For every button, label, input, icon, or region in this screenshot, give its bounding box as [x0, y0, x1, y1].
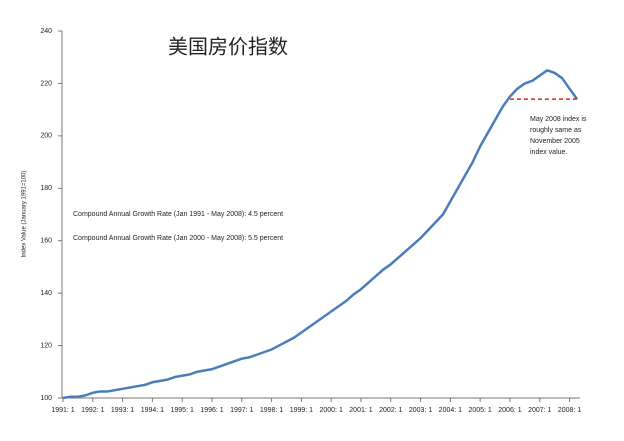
annotation: Compound Annual Growth Rate (Jan 2000 - …	[73, 235, 283, 242]
x-tick-label: 1992: 1	[81, 407, 104, 414]
y-tick-label: 120	[40, 342, 52, 349]
x-tick-label: 2003: 1	[409, 407, 432, 414]
y-tick-label: 200	[40, 133, 52, 140]
note-text: November 2005	[530, 138, 580, 145]
data-line	[62, 69, 579, 400]
y-tick-label: 160	[40, 238, 52, 245]
chart-title: 美国房价指数	[168, 35, 288, 58]
x-tick-label: 1996: 1	[200, 407, 223, 414]
x-tick-label: 2004: 1	[439, 407, 462, 414]
x-tick-label: 2008: 1	[558, 407, 581, 414]
x-tick-label: 1999: 1	[290, 407, 313, 414]
x-tick-label: 2006: 1	[498, 407, 521, 414]
x-tick-label: 2001: 1	[349, 407, 372, 414]
note-text: May 2008 index is	[530, 116, 587, 123]
x-tick-label: 1998: 1	[260, 407, 283, 414]
y-tick-label: 140	[40, 290, 52, 297]
y-tick-label: 100	[40, 395, 52, 402]
note-text: roughly same as	[530, 127, 582, 134]
y-tick-label: 180	[40, 185, 52, 192]
x-tick-label: 1994: 1	[141, 407, 164, 414]
x-tick-label: 2005: 1	[468, 407, 491, 414]
x-tick-label: 1993: 1	[111, 407, 134, 414]
y-tick-label: 220	[40, 80, 52, 87]
y-tick-label: 240	[40, 28, 52, 35]
x-tick-label: 1997: 1	[230, 407, 253, 414]
annotation: Compound Annual Growth Rate (Jan 1991 - …	[73, 211, 283, 218]
x-tick-label: 2000: 1	[319, 407, 342, 414]
y-axis-label: Index Value (January 1991=100)	[22, 171, 28, 258]
note-text: index value.	[530, 149, 567, 156]
x-tick-label: 1991: 1	[51, 407, 74, 414]
x-tick-label: 2007: 1	[528, 407, 551, 414]
x-tick-label: 2002: 1	[379, 407, 402, 414]
x-tick-label: 1995: 1	[171, 407, 194, 414]
